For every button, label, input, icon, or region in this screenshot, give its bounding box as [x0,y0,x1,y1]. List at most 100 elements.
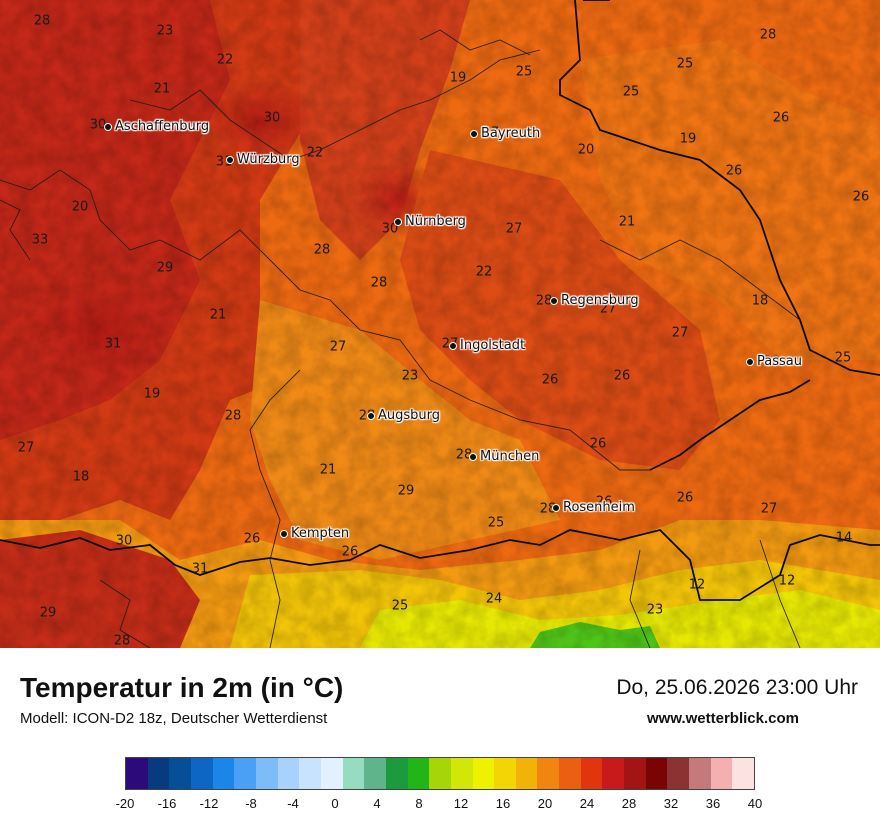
legend-tick-label: 0 [331,796,339,811]
legend-swatch [169,758,191,789]
city-label: Bayreuth [481,126,541,141]
map-value: 22 [216,52,234,68]
city-marker-bayreuth: Bayreuth [470,126,540,141]
map-value: 25 [391,598,409,614]
city-marker-nuernberg: Nürnberg [394,214,466,229]
map-value: 22 [475,264,493,280]
color-scale-legend [125,757,755,790]
map-value: 26 [595,494,613,510]
legend-tick-label: -12 [199,796,219,811]
temperature-field [0,0,880,648]
legend-swatch [342,758,365,789]
map-value: 19 [449,70,467,86]
map-value: 18 [751,293,769,309]
city-dot [394,217,402,226]
map-value: 14 [835,530,853,546]
city-label: Nürnberg [405,214,466,229]
map-value: 27 [329,339,347,355]
map-value: 31 [191,561,209,577]
city-marker-aschaffenburg: Aschaffenburg [104,119,209,134]
map-value: 27 [17,440,35,456]
legend-tick-label: 40 [747,796,763,811]
map-value: 28 [224,408,242,424]
map-value: 28 [455,447,473,463]
map-value: 22 [306,145,324,161]
legend-swatch [472,758,495,789]
map-value: 27 [482,125,500,141]
map-value: 28 [763,354,781,370]
city-dot [746,357,754,366]
map-value: 25 [622,84,640,100]
map-value: 26 [341,544,359,560]
legend-swatch [645,758,668,789]
map-value: 28 [33,13,51,29]
map-value: 25 [487,515,505,531]
map-value: 28 [313,242,331,258]
map-value: 26 [676,490,694,506]
city-marker-regensburg: Regensburg [550,293,639,308]
city-marker-muenchen: München [469,449,539,464]
city-label: Augsburg [378,408,441,423]
map-value: 12 [688,577,706,593]
map-value: 29 [397,483,415,499]
legend-swatch [190,758,213,789]
legend-tick-label: 20 [537,796,553,811]
legend-swatch [212,758,235,789]
legend-swatch [277,758,300,789]
website-link[interactable]: www.wetterblick.com [647,710,799,727]
city-label: Aschaffenburg [115,119,210,134]
legend-swatch [147,758,170,789]
legend-swatch [559,758,581,789]
map-value: 25 [676,56,694,72]
map-value: 25 [834,350,852,366]
legend-swatch [667,758,690,789]
city-label: München [480,449,540,464]
city-dot [367,411,375,420]
city-marker-wuerzburg: Würzburg [226,152,300,167]
legend-tick-label: 4 [373,796,381,811]
legend-tick-label: 28 [621,796,637,811]
map-value: 26 [772,110,790,126]
map-value: 30 [381,221,399,237]
map-value: 33 [31,232,49,248]
legend-swatch [320,758,343,789]
city-dot [469,452,477,461]
legend-swatch [624,758,646,789]
map-value: 23 [646,602,664,618]
map-value: 19 [143,386,161,402]
map-value: 21 [319,462,337,478]
legend-swatch [580,758,603,789]
map-value: 29 [156,260,174,276]
legend-swatch [299,758,321,789]
map-value: 29 [39,605,57,621]
map-value: 24 [485,591,503,607]
legend-tick-label: 16 [495,796,511,811]
legend-swatch [494,758,516,789]
map-value: 27 [760,501,778,517]
city-label: Rosenheim [563,500,635,515]
legend-tick-label: 12 [453,796,469,811]
map-value: 27 [505,221,523,237]
legend-swatch [450,758,473,789]
map-value: 31 [104,336,122,352]
map-value: 18 [72,469,90,485]
city-dot [104,122,112,131]
city-marker-ingolstadt: Ingolstadt [449,338,525,353]
map-value: 26 [243,531,261,547]
city-marker-rosenheim: Rosenheim [552,500,635,515]
map-title: Temperatur in 2m (in °C) [20,672,344,703]
temperature-map: 28 23 22 21 30 30 31 22 20 33 29 21 31 1… [0,0,880,648]
map-value: 28 [113,633,131,649]
map-value: 21 [153,81,171,97]
map-value: 21 [209,307,227,323]
city-dot [226,155,234,164]
legend-swatch [515,758,538,789]
map-value: 30 [263,110,281,126]
city-label: Kempten [291,526,350,541]
map-value: 30 [115,533,133,549]
map-value: 27 [671,325,689,341]
legend-swatch [407,758,430,789]
legend-tick-label: 36 [705,796,721,811]
map-value: 30 [89,117,107,133]
legend-tick-label: 32 [663,796,679,811]
